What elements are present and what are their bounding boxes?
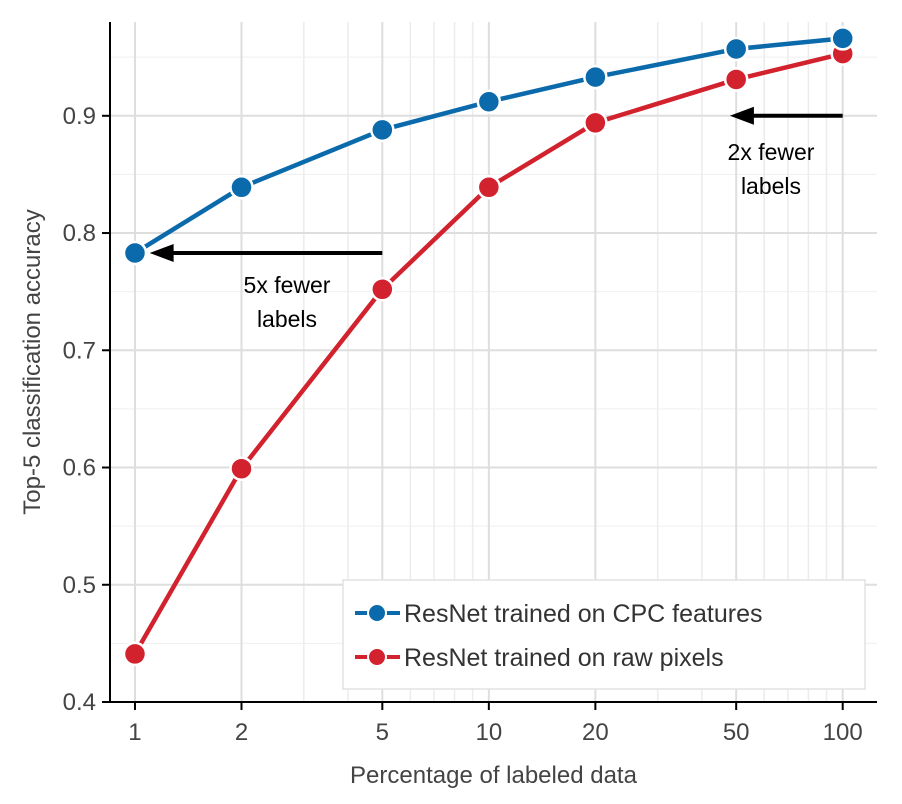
data-point xyxy=(723,36,749,62)
x-tick-label: 1 xyxy=(128,719,141,746)
legend-swatch-marker xyxy=(367,603,387,623)
legend-label: ResNet trained on raw pixels xyxy=(404,644,724,672)
legend-label: ResNet trained on CPC features xyxy=(404,600,763,628)
annotation-text: 5x fewer xyxy=(244,272,331,298)
data-point xyxy=(229,456,254,481)
legend: ResNet trained on CPC features ResNet tra… xyxy=(342,579,866,690)
data-point xyxy=(370,277,395,302)
annotation-text: 2x fewer xyxy=(728,139,815,165)
data-point xyxy=(370,117,395,143)
data-point xyxy=(583,64,608,90)
x-tick-label: 100 xyxy=(823,719,863,746)
x-tick-label: 50 xyxy=(723,719,750,746)
data-point xyxy=(122,240,148,266)
annotations: 5x fewer labels 2x fewer labels xyxy=(149,106,843,332)
annotation-text: labels xyxy=(257,306,317,332)
annotation-arrowhead xyxy=(729,106,754,125)
y-tick-label: 0.6 xyxy=(63,455,96,482)
series xyxy=(122,26,855,667)
y-tick-label: 0.8 xyxy=(63,220,96,247)
axes: 0.4 0.5 0.6 0.7 0.8 0.9 1 2 5 10 20 50 100 xyxy=(63,22,877,746)
y-tick-label: 0.4 xyxy=(63,689,96,716)
x-tick-label: 20 xyxy=(582,719,609,746)
legend-box xyxy=(342,579,866,690)
data-point xyxy=(229,175,254,200)
data-point xyxy=(723,67,749,92)
y-tick-label: 0.9 xyxy=(63,103,96,130)
x-tick-label: 10 xyxy=(475,719,502,746)
annotation-arrowhead xyxy=(149,243,174,262)
data-point xyxy=(476,175,502,200)
x-tick-label: 2 xyxy=(235,719,248,746)
x-axis-title: Percentage of labeled data xyxy=(350,762,638,789)
y-tick-label: 0.5 xyxy=(63,572,96,599)
x-tick-label: 5 xyxy=(376,719,389,746)
annotation-text: labels xyxy=(741,173,801,199)
legend-swatch-marker xyxy=(367,647,387,667)
y-tick-label: 0.7 xyxy=(63,337,96,364)
data-point xyxy=(583,110,608,136)
y-axis-title: Top-5 classification accuracy xyxy=(19,209,46,514)
data-point xyxy=(122,641,148,667)
data-point xyxy=(830,26,855,51)
data-point xyxy=(476,89,502,114)
